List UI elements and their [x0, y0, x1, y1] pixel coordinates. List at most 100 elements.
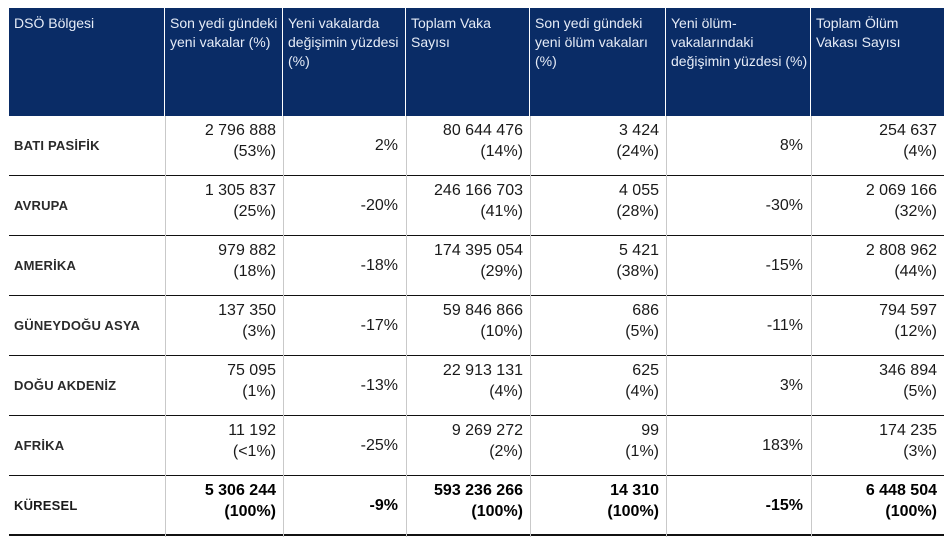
total-deaths-cell: 2 808 962 (44%): [811, 236, 944, 295]
share-percent: (5%): [903, 383, 937, 400]
value: 794 597: [879, 302, 937, 319]
table-row: BATI PASİFİK 2 796 888 (53%) 2% 80 644 476 (1…: [9, 116, 944, 176]
change-percent: -30%: [765, 196, 803, 214]
new-cases-cell: 1 305 837 (25%): [165, 176, 283, 235]
share-percent: (5%): [625, 323, 659, 340]
share-percent: (1%): [625, 443, 659, 460]
share-percent: (1%): [242, 383, 276, 400]
header-total-deaths: Toplam Ölüm Vakası Sayısı: [816, 15, 901, 50]
change-percent: 2%: [374, 136, 398, 154]
new-cases-change-cell: -9%: [283, 476, 406, 535]
table-header: DSÖ Bölgesi Son yedi gündeki yeni vakala…: [9, 8, 944, 116]
region-name: AMERİKA: [14, 258, 77, 273]
region-name: KÜRESEL: [14, 498, 78, 513]
region-name: DOĞU AKDENİZ: [14, 378, 117, 393]
header-new-deaths: Son yedi gündeki yeni ölüm vakaları (%): [530, 8, 666, 116]
new-cases-cell: 11 192 (<1%): [165, 416, 283, 475]
header-new-cases-change: Yeni vakalarda değişimin yüzdesi (%): [283, 8, 406, 116]
new-deaths-cell: 99 (1%): [530, 416, 666, 475]
new-deaths-cell: 4 055 (28%): [530, 176, 666, 235]
header-region: DSÖ Bölgesi: [9, 8, 165, 116]
total-cases-cell: 22 913 131 (4%): [406, 356, 530, 415]
table-row: GÜNEYDOĞU ASYA 137 350 (3%) -17% 59 846 866 (…: [9, 296, 944, 356]
total-deaths-cell: 2 069 166 (32%): [811, 176, 944, 235]
change-percent: -13%: [360, 376, 398, 394]
share-percent: (25%): [233, 203, 276, 220]
column-divider: [406, 116, 407, 537]
column-divider: [666, 116, 667, 537]
new-deaths-change-cell: 8%: [666, 116, 811, 175]
value: 5 306 244: [204, 482, 276, 499]
value: 2 808 962: [865, 242, 937, 259]
value: 246 166 703: [434, 182, 523, 199]
new-deaths-change-cell: -15%: [666, 236, 811, 295]
value: 99: [641, 422, 659, 439]
value: 2 069 166: [865, 182, 937, 199]
value: 22 913 131: [442, 362, 523, 379]
value: 979 882: [218, 242, 276, 259]
new-cases-change-cell: -17%: [283, 296, 406, 355]
new-deaths-cell: 5 421 (38%): [530, 236, 666, 295]
total-deaths-cell: 6 448 504 (100%): [811, 476, 944, 535]
change-percent: -18%: [360, 256, 398, 274]
share-percent: (12%): [894, 323, 937, 340]
new-cases-cell: 5 306 244 (100%): [165, 476, 283, 535]
value: 11 192: [228, 422, 276, 439]
total-cases-cell: 593 236 266 (100%): [406, 476, 530, 535]
value: 5 421: [618, 242, 659, 259]
total-deaths-cell: 794 597 (12%): [811, 296, 944, 355]
value: 4 055: [618, 182, 659, 199]
change-percent: -15%: [765, 496, 803, 514]
total-cases-cell: 59 846 866 (10%): [406, 296, 530, 355]
share-percent: (18%): [233, 263, 276, 280]
header-total-cases: Toplam Vaka Sayısı: [406, 8, 530, 116]
new-deaths-change-cell: -15%: [666, 476, 811, 535]
share-percent: (100%): [471, 503, 523, 520]
value: 686: [632, 302, 659, 319]
new-cases-change-cell: -25%: [283, 416, 406, 475]
who-region-table: DSÖ Bölgesi Son yedi gündeki yeni vakala…: [9, 8, 944, 537]
value: 80 644 476: [442, 122, 523, 139]
total-cases-cell: 9 269 272 (2%): [406, 416, 530, 475]
total-cases-cell: 80 644 476 (14%): [406, 116, 530, 175]
share-percent: (41%): [480, 203, 523, 220]
share-percent: (4%): [903, 143, 937, 160]
new-deaths-cell: 686 (5%): [530, 296, 666, 355]
share-percent: (100%): [885, 503, 937, 520]
change-percent: 183%: [762, 436, 803, 454]
value: 174 395 054: [434, 242, 523, 259]
new-deaths-change-cell: 3%: [666, 356, 811, 415]
column-divider: [165, 116, 166, 537]
share-percent: (100%): [607, 503, 659, 520]
change-percent: -25%: [360, 436, 398, 454]
share-percent: (3%): [903, 443, 937, 460]
new-deaths-change-cell: -30%: [666, 176, 811, 235]
table-row: AVRUPA 1 305 837 (25%) -20% 246 166 703 (41%)…: [9, 176, 944, 236]
share-percent: (100%): [224, 503, 276, 520]
value: 75 095: [227, 362, 276, 379]
value: 6 448 504: [865, 482, 937, 499]
new-cases-cell: 2 796 888 (53%): [165, 116, 283, 175]
table-row: AFRİKA 11 192 (<1%) -25% 9 269 272 (2%) 99 (1%)…: [9, 416, 944, 476]
change-percent: -11%: [766, 316, 803, 334]
share-percent: (29%): [480, 263, 523, 280]
total-deaths-cell: 346 894 (5%): [811, 356, 944, 415]
total-deaths-cell: 254 637 (4%): [811, 116, 944, 175]
share-percent: (4%): [625, 383, 659, 400]
region-name: GÜNEYDOĞU ASYA: [14, 318, 141, 333]
share-percent: (<1%): [232, 443, 276, 460]
share-percent: (38%): [616, 263, 659, 280]
change-percent: 8%: [779, 136, 803, 154]
value: 14 310: [610, 482, 659, 499]
region-name: AVRUPA: [14, 198, 69, 213]
change-percent: -9%: [369, 496, 398, 514]
region-name: AFRİKA: [14, 438, 65, 453]
value: 625: [632, 362, 659, 379]
value: 137 350: [218, 302, 276, 319]
column-divider: [530, 116, 531, 537]
change-percent: -17%: [360, 316, 398, 334]
region-name: BATI PASİFİK: [14, 138, 100, 153]
new-cases-cell: 137 350 (3%): [165, 296, 283, 355]
new-cases-cell: 75 095 (1%): [165, 356, 283, 415]
header-new-cases: Son yedi gündeki yeni vakalar (%): [165, 8, 283, 116]
